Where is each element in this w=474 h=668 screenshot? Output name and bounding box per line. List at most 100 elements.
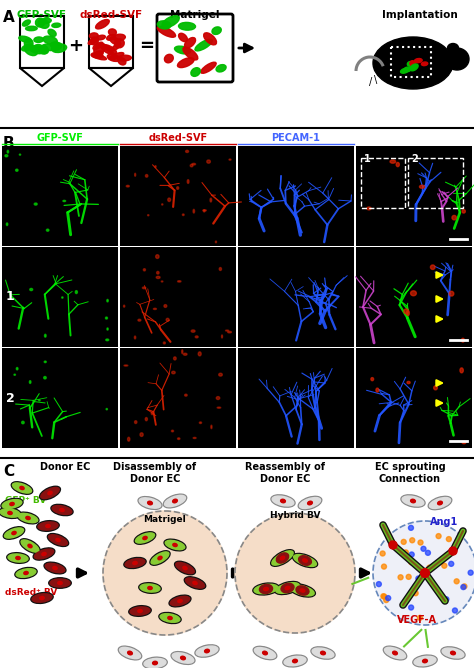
Ellipse shape [107, 328, 108, 330]
Ellipse shape [8, 512, 12, 514]
Ellipse shape [404, 309, 409, 314]
Ellipse shape [107, 54, 120, 61]
Ellipse shape [320, 651, 325, 655]
Ellipse shape [139, 498, 161, 508]
Ellipse shape [390, 160, 396, 163]
Ellipse shape [134, 336, 136, 339]
Ellipse shape [290, 584, 315, 597]
Ellipse shape [109, 29, 116, 35]
Ellipse shape [447, 43, 458, 53]
Ellipse shape [177, 57, 194, 67]
Ellipse shape [183, 47, 198, 60]
Ellipse shape [454, 578, 459, 584]
Ellipse shape [115, 39, 124, 48]
Ellipse shape [124, 365, 128, 366]
Ellipse shape [31, 593, 53, 603]
Ellipse shape [414, 59, 422, 63]
Ellipse shape [143, 536, 147, 540]
Ellipse shape [21, 540, 39, 552]
Ellipse shape [449, 547, 457, 555]
Ellipse shape [49, 578, 71, 589]
Ellipse shape [253, 583, 279, 595]
Ellipse shape [409, 552, 414, 557]
Ellipse shape [110, 37, 120, 45]
Text: C: C [3, 464, 14, 479]
Ellipse shape [410, 499, 415, 503]
Ellipse shape [183, 353, 187, 355]
Ellipse shape [48, 492, 52, 495]
Ellipse shape [185, 578, 204, 588]
Ellipse shape [24, 45, 37, 55]
Ellipse shape [271, 550, 294, 566]
Ellipse shape [271, 495, 295, 507]
Ellipse shape [383, 646, 407, 660]
Ellipse shape [16, 367, 18, 370]
Ellipse shape [118, 55, 131, 61]
Ellipse shape [14, 374, 16, 375]
Ellipse shape [126, 185, 129, 187]
Bar [120, 146, 236, 246]
Bar [391, 47, 431, 77]
Ellipse shape [216, 397, 220, 399]
Ellipse shape [226, 330, 228, 331]
Ellipse shape [168, 617, 172, 619]
Ellipse shape [12, 483, 31, 493]
Ellipse shape [281, 583, 294, 593]
Ellipse shape [39, 45, 48, 54]
Ellipse shape [172, 371, 175, 374]
Ellipse shape [142, 287, 146, 289]
Ellipse shape [95, 51, 103, 56]
Ellipse shape [406, 311, 410, 315]
Ellipse shape [129, 606, 151, 617]
Ellipse shape [62, 297, 63, 298]
Ellipse shape [419, 185, 425, 188]
Bar [361, 158, 405, 208]
Ellipse shape [15, 568, 37, 578]
Ellipse shape [468, 570, 473, 575]
Ellipse shape [46, 563, 65, 572]
Ellipse shape [255, 647, 275, 659]
Ellipse shape [410, 291, 416, 296]
Ellipse shape [217, 407, 221, 408]
Text: 1: 1 [6, 291, 15, 303]
Text: Merged: Merged [393, 133, 435, 143]
Ellipse shape [19, 36, 31, 42]
Ellipse shape [138, 496, 162, 510]
Ellipse shape [196, 646, 218, 656]
Text: Donor EC: Donor EC [40, 462, 91, 472]
Ellipse shape [445, 48, 469, 70]
Ellipse shape [133, 562, 137, 564]
Ellipse shape [88, 37, 99, 45]
Ellipse shape [421, 569, 429, 577]
Ellipse shape [376, 582, 382, 587]
Ellipse shape [438, 501, 442, 505]
Ellipse shape [291, 585, 314, 596]
Ellipse shape [205, 649, 210, 653]
Ellipse shape [389, 541, 397, 549]
Text: GFP-SVF: GFP-SVF [17, 10, 67, 20]
Ellipse shape [58, 581, 62, 584]
Ellipse shape [193, 209, 195, 213]
Ellipse shape [410, 61, 415, 66]
Ellipse shape [430, 265, 435, 269]
Ellipse shape [428, 496, 452, 510]
Ellipse shape [416, 576, 421, 581]
Ellipse shape [276, 553, 289, 563]
Text: VEGF-A: VEGF-A [397, 615, 437, 625]
Ellipse shape [235, 513, 355, 633]
Ellipse shape [421, 62, 428, 65]
Ellipse shape [187, 180, 189, 184]
Ellipse shape [103, 511, 227, 635]
Ellipse shape [410, 64, 418, 71]
Ellipse shape [75, 291, 77, 293]
Ellipse shape [173, 653, 194, 663]
Ellipse shape [91, 54, 107, 60]
Ellipse shape [112, 43, 121, 51]
Ellipse shape [33, 548, 55, 560]
Ellipse shape [96, 35, 105, 40]
Ellipse shape [216, 65, 226, 72]
Ellipse shape [156, 271, 159, 274]
Ellipse shape [48, 29, 56, 37]
Ellipse shape [145, 418, 147, 421]
Ellipse shape [18, 513, 38, 522]
